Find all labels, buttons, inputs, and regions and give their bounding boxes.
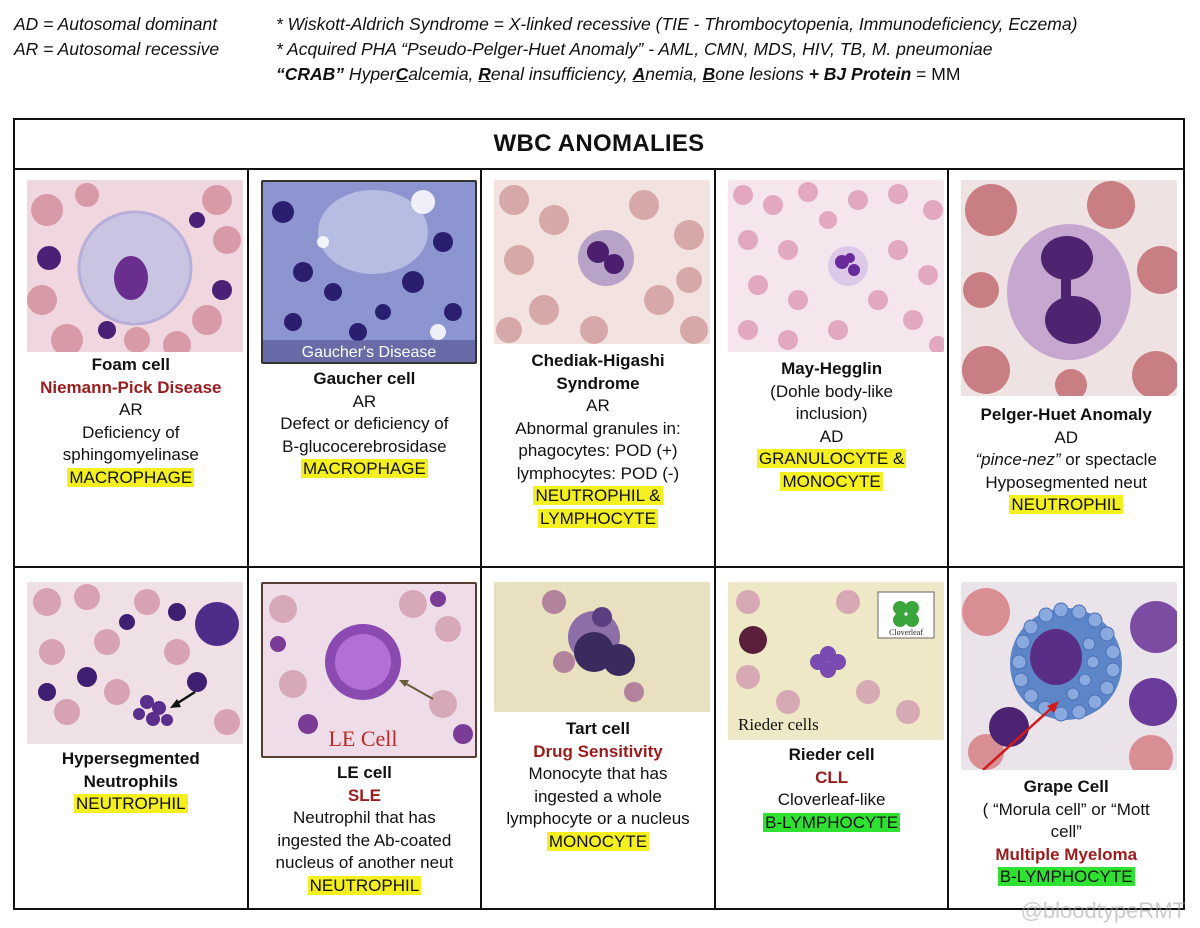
hyperseg-cell-type: NEUTROPHIL (74, 794, 188, 813)
pelger-huet-image (961, 180, 1178, 396)
pelger-desc2: Hyposegmented neut (985, 472, 1147, 492)
foam-cell-image (27, 180, 243, 352)
chediak-name2: Syndrome (556, 373, 640, 393)
tart-disease: Drug Sensitivity (533, 741, 663, 761)
rieder-image-caption: Rieder cells (738, 715, 819, 734)
le-desc3: nucleus of another neut (275, 853, 454, 872)
grape-desc2: cell” (1050, 822, 1082, 841)
rieder-desc1: Cloverleaf-like (777, 790, 886, 809)
grape-cell-type: B-LYMPHOCYTE (997, 867, 1135, 886)
rieder-inset-label: Cloverleaf (889, 628, 923, 637)
grape-name: Grape Cell (1023, 777, 1109, 796)
tart-cell-type: MONOCYTE (546, 831, 650, 851)
chediak-name1: Chediak-Higashi (531, 351, 665, 370)
cell-le: LE Cell LE cell SLE Neutrophil that has … (249, 568, 483, 910)
foam-inheritance: AR (118, 400, 143, 419)
may-hegglin-image (727, 180, 944, 352)
gaucher-inheritance: AR (352, 391, 377, 411)
grape-disease: Multiple Myeloma (995, 844, 1138, 864)
cell-pelger-huet: Pelger-Huet Anomaly AD “pince-nez” or sp… (949, 168, 1183, 568)
tart-desc1: Monocyte that has (528, 764, 668, 783)
wiskott-note: * Wiskott-Aldrich Syndrome = X-linked re… (276, 14, 1078, 34)
pelger-cell-type: NEUTROPHIL (1009, 495, 1123, 514)
grape-desc1: ( “Morula cell” or “Mott (982, 799, 1150, 819)
le-cell-image: LE Cell (260, 582, 477, 758)
cell-chediak: Chediak-Higashi Syndrome AR Abnormal gra… (482, 168, 716, 568)
wbc-anomalies-table: WBC ANOMALIES Foam cell Niemann-Pick Dis… (13, 118, 1185, 910)
chediak-cell-type2: LYMPHOCYTE (538, 508, 658, 528)
cell-tart: Tart cell Drug Sensitivity Monocyte that… (482, 568, 716, 910)
foam-desc2: sphingomyelinase (62, 445, 199, 464)
gaucher-desc2: B-glucocerebrosidase (282, 436, 447, 456)
rieder-cell-image: Cloverleaf Rieder cells (727, 582, 944, 740)
hyperseg-name1: Hypersegmented (61, 749, 200, 768)
chediak-desc2: phagocytes: POD (+) (518, 441, 678, 460)
gaucher-image-caption: Gaucher's Disease (301, 344, 436, 361)
ar-definition: AR = Autosomal recessive (14, 39, 220, 59)
gaucher-cell-image: Gaucher's Disease (260, 180, 477, 364)
gaucher-desc1: Defect or deficiency of (280, 414, 449, 433)
foam-disease: Niemann-Pick Disease (40, 377, 222, 397)
hyperseg-name2: Neutrophils (83, 771, 179, 791)
tart-name: Tart cell (566, 719, 630, 738)
tart-desc2: ingested a whole (534, 786, 662, 806)
foam-desc1: Deficiency of (82, 422, 180, 442)
watermark: @bloodtypeRMT (1020, 898, 1186, 923)
rieder-disease: CLL (815, 767, 849, 787)
may-cell-type2: MONOCYTE (780, 471, 883, 491)
may-inheritance: AD (819, 426, 844, 446)
gaucher-cell-type: MACROPHAGE (300, 459, 428, 478)
cell-rieder: Cloverleaf Rieder cells Rieder cell CLL … (716, 568, 950, 910)
pha-note: * Acquired PHA “Pseudo-Pelger-Huet Anoma… (276, 39, 993, 59)
pelger-inheritance: AD (1054, 427, 1078, 447)
pelger-name: Pelger-Huet Anomaly (980, 405, 1152, 424)
chediak-inheritance: AR (586, 396, 610, 415)
cell-grape: Grape Cell ( “Morula cell” or “Mott cell… (949, 568, 1183, 910)
may-desc1: (Dohle body-like (770, 381, 894, 401)
le-disease: SLE (347, 785, 381, 805)
rieder-name: Rieder cell (788, 745, 875, 764)
crab-note: “CRAB” HyperCalcemia, Renal insufficienc… (276, 64, 961, 84)
le-desc2: ingested the Ab-coated (277, 830, 452, 850)
chediak-cell-type1: NEUTROPHIL & (533, 486, 663, 505)
tart-desc3: lymphocyte or a nucleus (506, 809, 690, 828)
cell-may-hegglin: May-Hegglin (Dohle body-like inclusion) … (715, 168, 950, 568)
grape-cell-image (961, 582, 1178, 770)
cell-foam: Foam cell Niemann-Pick Disease AR Defici… (15, 168, 249, 568)
rieder-cell-type: B-LYMPHOCYTE (763, 812, 901, 832)
chediak-desc1: Abnormal granules in: (515, 418, 681, 438)
le-image-caption: LE Cell (328, 726, 397, 751)
table-title: WBC ANOMALIES (15, 120, 1183, 170)
may-desc2: inclusion) (795, 404, 868, 423)
cell-hypersegmented: Hypersegmented Neutrophils NEUTROPHIL (15, 568, 249, 910)
le-desc1: Neutrophil that has (293, 808, 436, 827)
le-cell-type: NEUTROPHIL (307, 875, 422, 895)
gaucher-name: Gaucher cell (313, 369, 416, 388)
foam-cell-type: MACROPHAGE (67, 467, 195, 487)
header-notes: AD = Autosomal dominant * Wiskott-Aldric… (14, 12, 1194, 87)
tart-cell-image (494, 582, 711, 712)
chediak-cell-image (494, 180, 711, 344)
chediak-desc3: lymphocytes: POD (-) (516, 463, 680, 483)
may-cell-type1: GRANULOCYTE & (756, 449, 907, 468)
pelger-desc1: “pince-nez” or spectacle (975, 450, 1157, 469)
hypersegmented-image (27, 582, 243, 744)
le-name: LE cell (336, 763, 392, 782)
foam-name: Foam cell (91, 355, 170, 374)
cell-gaucher: Gaucher's Disease Gaucher cell AR Defect… (248, 168, 483, 568)
ad-definition: AD = Autosomal dominant (14, 14, 218, 34)
may-name: May-Hegglin (781, 359, 883, 378)
